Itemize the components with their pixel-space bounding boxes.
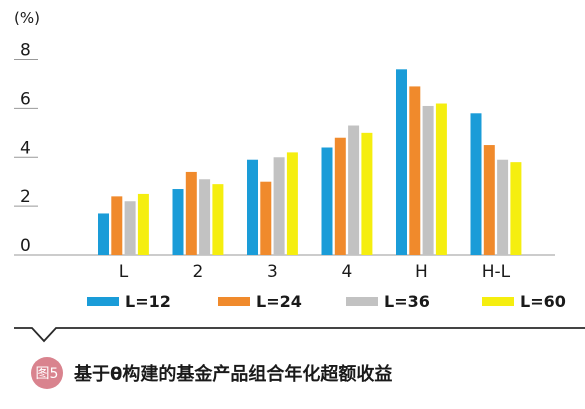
figure-caption: 图5 基于θ构建的基金产品组合年化超额收益	[31, 357, 392, 389]
legend-label: L=24	[256, 292, 302, 311]
bar-L=12-3	[247, 159, 258, 255]
bar-L=24-L	[111, 196, 123, 255]
y-unit-label: (%)	[14, 9, 40, 27]
x-tick-label: H	[415, 262, 428, 282]
figure-badge-label: 图5	[36, 366, 59, 382]
bar-L=24-2	[185, 171, 197, 255]
bar-L=12-H-L	[470, 113, 482, 255]
bar-L=12-2	[172, 189, 184, 255]
bar-L=36-3	[273, 157, 285, 255]
bar-L=36-4	[348, 125, 360, 256]
y-tick-label: 2	[20, 187, 31, 207]
bar-L=60-3	[286, 152, 298, 255]
x-tick-label: 4	[342, 262, 353, 282]
bar-L=12-4	[321, 147, 333, 255]
figure-badge	[31, 357, 63, 389]
bar-L=12-H	[396, 69, 407, 256]
legend-swatch	[218, 297, 250, 306]
bar-L=60-H-L	[510, 162, 522, 255]
legend-label: L=12	[125, 292, 171, 311]
bar-L=36-H	[422, 105, 434, 255]
bar-L=24-3	[260, 181, 272, 255]
x-axis-ticks: L 2 3 4 H H-L	[119, 262, 511, 282]
bar-L=24-H	[409, 86, 421, 255]
bars	[98, 69, 522, 256]
bar-L=36-2	[199, 179, 211, 255]
legend-swatch	[346, 297, 378, 306]
y-tick-label: 4	[20, 138, 31, 158]
bar-L=60-L	[137, 193, 149, 255]
x-tick-label: 3	[267, 262, 278, 282]
legend-label: L=36	[384, 292, 430, 311]
legend-swatch	[482, 297, 514, 306]
bar-L=12-L	[98, 213, 109, 255]
figure-title: 基于θ构建的基金产品组合年化超额收益	[73, 363, 392, 385]
y-tick-label: 0	[20, 236, 31, 256]
bar-L=60-H	[435, 103, 447, 255]
x-tick-label: H-L	[482, 262, 511, 282]
y-tick-label: 8	[20, 41, 31, 61]
x-tick-label: 2	[193, 262, 204, 282]
bar-L=60-2	[212, 184, 224, 255]
y-axis-ticks: 0 2 4 6 8	[14, 41, 38, 256]
bar-L=60-4	[361, 132, 373, 255]
legend-swatch	[87, 297, 119, 306]
legend: L=12 L=24 L=36 L=60	[87, 292, 566, 311]
y-tick-label: 6	[20, 89, 31, 109]
bar-L=36-L	[124, 201, 136, 255]
bar-L=24-4	[334, 137, 346, 255]
bar-L=24-H-L	[483, 145, 495, 255]
x-tick-label: L	[119, 262, 129, 282]
bar-L=36-H-L	[497, 159, 509, 255]
divider	[14, 327, 585, 343]
legend-label: L=60	[520, 292, 566, 311]
